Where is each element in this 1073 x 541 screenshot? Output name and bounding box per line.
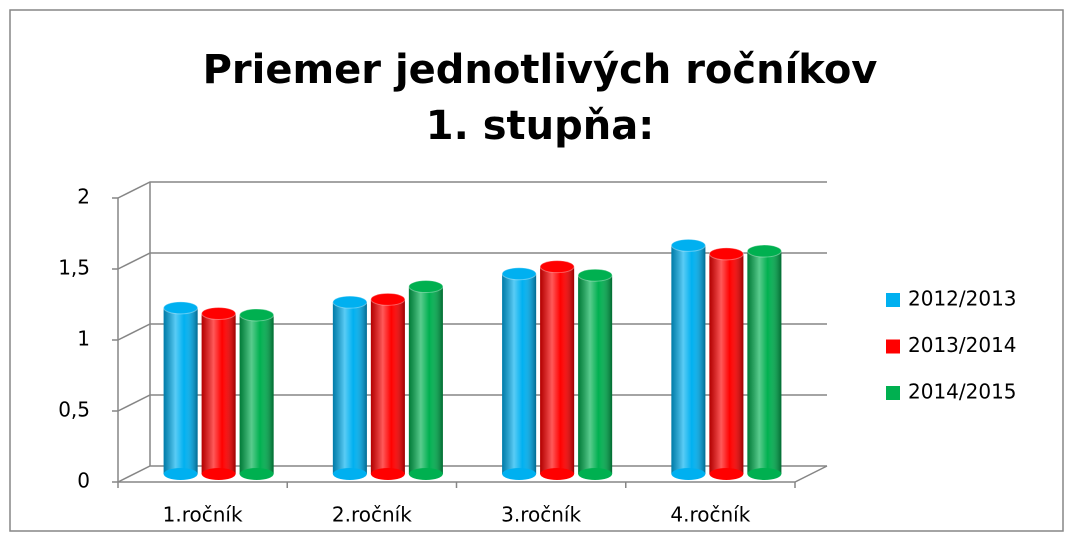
bar-top	[501, 267, 537, 281]
bar-top	[408, 280, 444, 294]
chart-title: 1. stupňa:	[426, 103, 654, 149]
bar-shade	[239, 314, 274, 474]
bar-shade	[709, 253, 744, 474]
chart-title: Priemer jednotlivých ročníkov	[203, 47, 878, 93]
bar-shade	[370, 299, 405, 474]
bar-bottom	[671, 468, 706, 480]
bar-bottom	[502, 468, 537, 480]
bar	[163, 301, 199, 480]
bar-shade	[671, 245, 706, 474]
bar-top	[539, 260, 575, 274]
y-tick-label: 0	[77, 469, 90, 493]
bar-shade	[408, 286, 443, 474]
bar-top	[239, 308, 275, 322]
bar-shade	[747, 251, 782, 474]
y-tick-label: 1,5	[58, 256, 90, 280]
bar-bottom	[239, 468, 274, 480]
bar-top	[577, 268, 613, 282]
bar	[746, 244, 782, 480]
bar-top	[670, 238, 706, 252]
bar-bottom	[578, 468, 613, 480]
bar-top	[332, 295, 368, 309]
bar-shade	[201, 313, 236, 474]
bar-bottom	[163, 468, 198, 480]
bar	[577, 268, 613, 480]
x-tick-label: 1.ročník	[163, 503, 243, 527]
bar-top	[708, 247, 744, 261]
bar-bottom	[709, 468, 744, 480]
bar-shade	[540, 266, 575, 474]
bar	[708, 247, 744, 480]
y-tick-label: 0,5	[58, 398, 90, 422]
y-tick-label: 1	[77, 327, 90, 351]
bar-shade	[502, 273, 537, 474]
bar	[201, 307, 237, 480]
bar-top	[163, 301, 199, 315]
legend-label: 2012/2013	[908, 287, 1017, 311]
bar-bottom	[408, 468, 443, 480]
bar-shade	[578, 275, 613, 474]
bar-top	[370, 292, 406, 306]
bar-bottom	[540, 468, 575, 480]
bar-top	[746, 244, 782, 258]
legend-swatch	[886, 386, 900, 400]
legend-swatch	[886, 293, 900, 307]
y-tick-label: 2	[77, 185, 90, 209]
bar	[370, 292, 406, 480]
bar-shade	[163, 307, 198, 474]
bar	[239, 308, 275, 480]
bar-top	[201, 307, 237, 321]
bar	[670, 238, 706, 480]
bar-bottom	[747, 468, 782, 480]
bar-bottom	[370, 468, 405, 480]
x-tick-label: 3.ročník	[501, 503, 581, 527]
bar	[501, 267, 537, 480]
legend-label: 2013/2014	[908, 333, 1017, 357]
legend-swatch	[886, 339, 900, 354]
bar	[332, 295, 368, 480]
x-tick-label: 2.ročník	[332, 503, 412, 527]
bar	[539, 260, 575, 480]
legend-label: 2014/2015	[908, 380, 1017, 404]
x-tick-label: 4.ročník	[670, 503, 750, 527]
bar-bottom	[332, 468, 367, 480]
bar	[408, 280, 444, 480]
bar-bottom	[201, 468, 236, 480]
bar-shade	[332, 302, 367, 474]
